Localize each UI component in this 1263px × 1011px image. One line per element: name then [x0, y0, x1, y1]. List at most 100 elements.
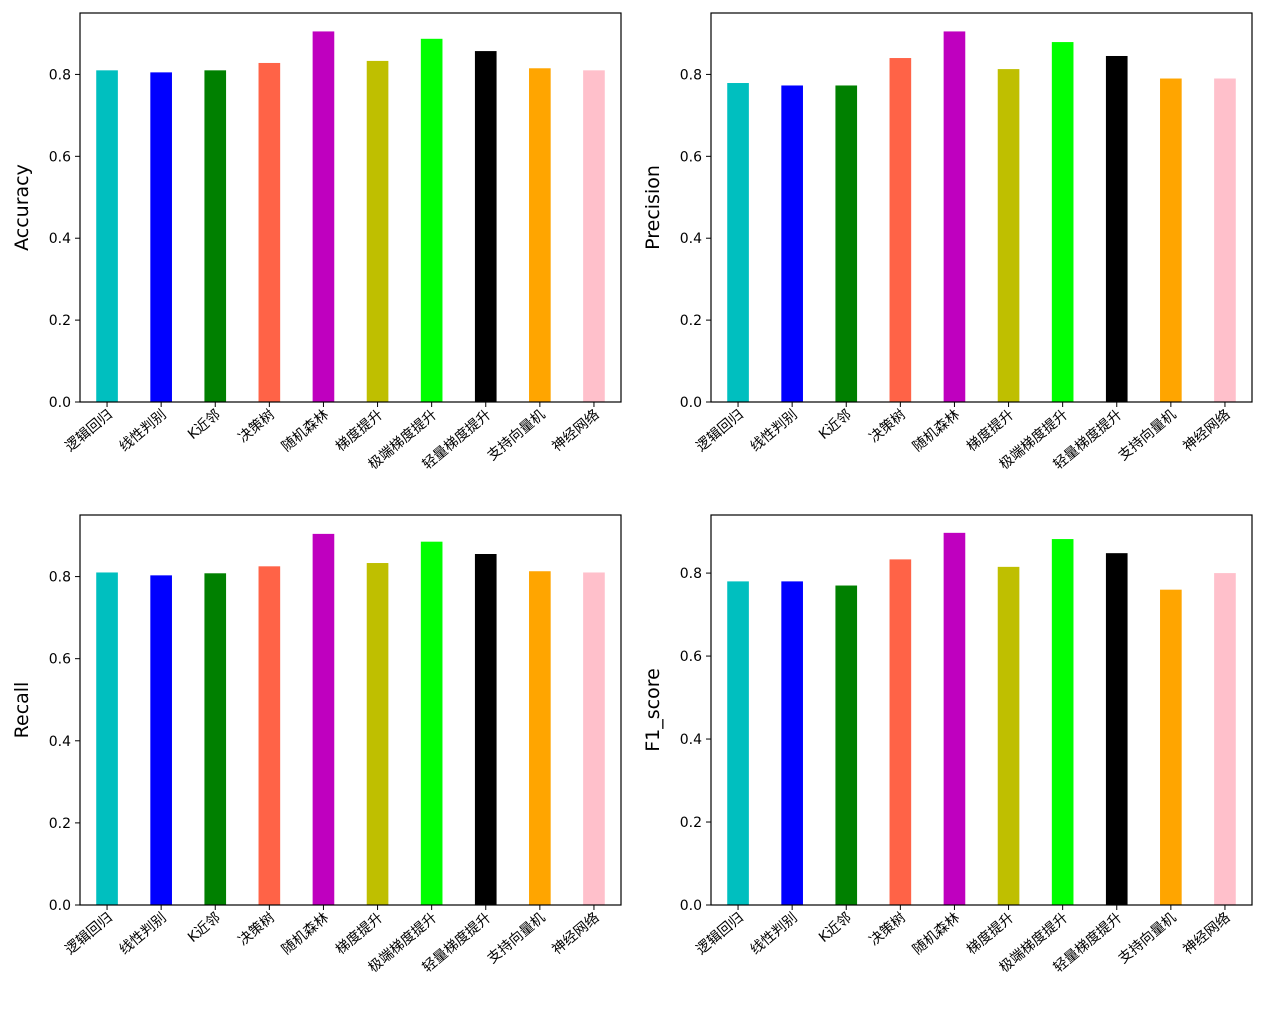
y-tick-label: 0.6	[49, 149, 71, 165]
x-tick-label: 决策树	[866, 406, 909, 446]
bar-1	[96, 572, 118, 905]
x-tick-label: 线性判别	[117, 910, 170, 958]
bar-7	[420, 541, 443, 905]
y-tick-label: 0.0	[680, 898, 702, 914]
bar-2	[781, 85, 803, 402]
x-tick-label: 支持向量机	[1116, 407, 1180, 464]
bar-8	[474, 554, 497, 905]
bar-2	[781, 581, 803, 905]
x-tick-label: 逻辑回归	[62, 909, 116, 958]
axes-frame	[710, 12, 1253, 403]
bar-7	[1051, 539, 1074, 905]
x-tick-label: 决策树	[235, 909, 278, 949]
bar-5	[943, 532, 966, 905]
axes-frame	[79, 514, 622, 906]
bar-1	[727, 83, 749, 403]
bar-8	[1105, 55, 1128, 403]
bar-10	[583, 70, 605, 402]
x-tick-label: 逻辑回归	[693, 406, 747, 455]
y-tick-label: 0.2	[680, 313, 702, 329]
y-tick-label: 0.2	[680, 815, 702, 831]
x-tick-label: 随机森林	[279, 910, 332, 958]
bar-9	[529, 571, 551, 905]
x-tick-label: 支持向量机	[485, 407, 549, 464]
x-tick-label: 逻辑回归	[62, 406, 116, 455]
x-tick-label: 梯度提升	[333, 407, 386, 455]
x-tick-label: 随机森林	[279, 407, 332, 455]
bar-9	[529, 68, 551, 402]
y-tick-label: 0.0	[680, 395, 702, 411]
y-axis-title: Recall	[11, 682, 33, 739]
x-tick-label: K近邻	[185, 407, 224, 443]
x-tick-label: 线性判别	[748, 910, 801, 958]
x-tick-label: 梯度提升	[333, 910, 386, 958]
axes-frame	[710, 514, 1253, 906]
x-tick-label: 线性判别	[748, 407, 801, 455]
x-tick-label: 决策树	[866, 909, 909, 949]
bar-9	[1160, 78, 1182, 403]
x-tick-label: 梯度提升	[964, 910, 1017, 958]
y-tick-label: 0.4	[680, 732, 702, 748]
bar-3	[204, 70, 227, 402]
x-tick-label: 随机森林	[910, 910, 963, 958]
bar-5	[312, 533, 335, 905]
y-tick-label: 0.0	[49, 395, 71, 411]
x-tick-label: 支持向量机	[485, 910, 549, 967]
y-tick-label: 0.8	[49, 570, 71, 586]
x-tick-label: K近邻	[185, 910, 224, 946]
x-tick-label: 支持向量机	[1116, 910, 1180, 967]
x-tick-label: 随机森林	[910, 407, 963, 455]
y-axis-title: F1_score	[642, 668, 664, 752]
bar-4	[258, 566, 281, 905]
y-tick-label: 0.4	[49, 734, 71, 750]
bar-1	[96, 70, 118, 402]
bar-4	[889, 58, 912, 402]
x-tick-label: 逻辑回归	[693, 909, 747, 958]
bar-6	[366, 563, 389, 905]
y-tick-label: 0.6	[680, 649, 702, 665]
axes-frame	[79, 12, 622, 403]
x-tick-label: 线性判别	[117, 407, 170, 455]
bar-7	[1051, 42, 1074, 402]
bar-7	[420, 38, 443, 403]
bar-10	[1214, 78, 1236, 403]
bar-9	[1160, 589, 1182, 905]
y-tick-label: 0.6	[680, 149, 702, 165]
y-axis-title: Precision	[642, 165, 664, 250]
y-tick-label: 0.6	[49, 652, 71, 668]
bar-8	[474, 51, 497, 402]
bar-8	[1105, 553, 1128, 905]
y-tick-label: 0.4	[680, 231, 702, 247]
x-tick-label: K近邻	[816, 407, 855, 443]
x-tick-label: 神经网络	[1180, 910, 1233, 958]
y-tick-label: 0.0	[49, 898, 71, 914]
bar-6	[997, 566, 1020, 905]
bar-2	[150, 575, 172, 905]
bar-5	[943, 31, 966, 403]
bar-5	[312, 31, 335, 403]
y-tick-label: 0.8	[49, 67, 71, 83]
bar-1	[727, 581, 749, 905]
y-tick-label: 0.8	[680, 67, 702, 83]
bar-6	[366, 60, 389, 402]
y-tick-label: 0.2	[49, 816, 71, 832]
x-tick-label: 神经网络	[549, 407, 602, 455]
x-tick-label: K近邻	[816, 910, 855, 946]
bar-3	[835, 85, 858, 402]
bar-10	[583, 572, 605, 905]
x-tick-label: 神经网络	[1180, 407, 1233, 455]
bar-10	[1214, 573, 1236, 905]
y-axis-title: Accuracy	[11, 164, 33, 251]
y-tick-label: 0.8	[680, 566, 702, 582]
x-tick-label: 神经网络	[549, 910, 602, 958]
x-tick-label: 决策树	[235, 406, 278, 446]
y-tick-label: 0.4	[49, 231, 71, 247]
bar-4	[889, 559, 912, 905]
bar-4	[258, 62, 281, 403]
x-tick-label: 梯度提升	[964, 407, 1017, 455]
